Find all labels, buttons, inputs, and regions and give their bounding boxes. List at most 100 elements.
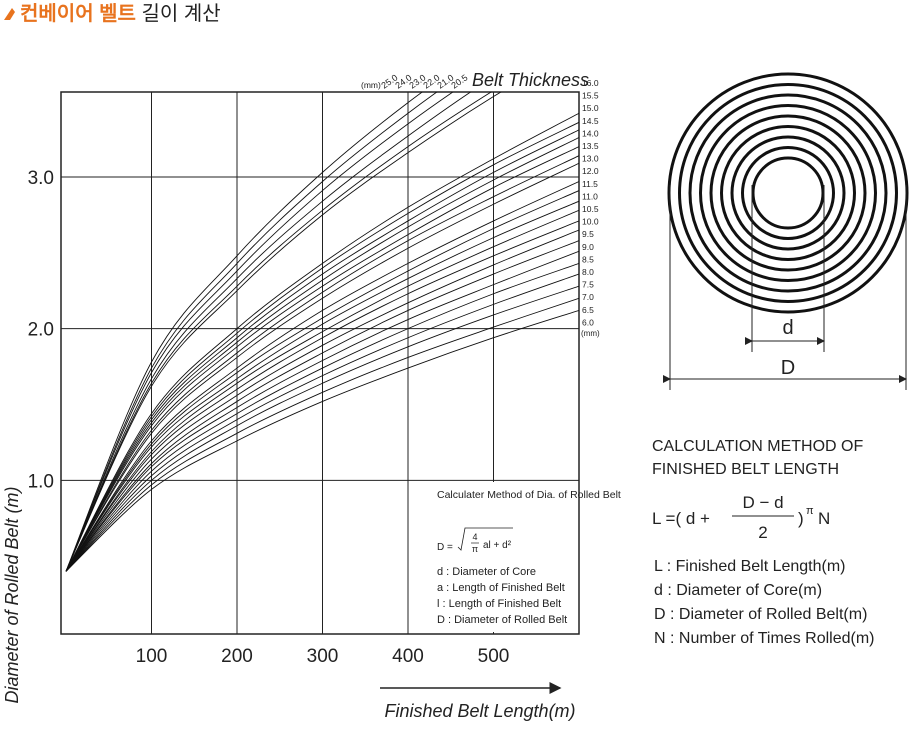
curve [65,92,492,572]
series-label: 12.0 [582,166,599,176]
curve [65,220,579,572]
belt-ring [678,83,898,303]
belt-ring [667,72,909,314]
curve [65,309,579,572]
series-label: 14.0 [582,128,599,138]
belt-ring [751,156,825,230]
inset-item: a : Length of Finished Belt [437,582,565,594]
series-label: 11.0 [582,191,598,201]
curve [65,240,579,572]
legend-title: Belt Thickness [472,70,589,90]
series-label: 16.0 [582,78,599,88]
series-label: 9.0 [582,242,594,252]
curve [65,92,423,572]
curve [65,137,579,572]
curve [65,92,454,572]
series-label: 13.5 [582,141,599,151]
belt-ring [709,114,867,272]
x-axis-label: Finished Belt Length(m) [384,701,575,721]
title-icon [4,8,15,20]
series-label: 13.0 [582,154,599,164]
inset-formula: al + d² [483,540,512,551]
x-tick-label: 300 [307,646,339,667]
method-item: d : Diameter of Core(m) [654,582,822,599]
inset-item: d : Diameter of Core [437,566,536,578]
series-label: 7.5 [582,280,594,290]
curve [65,92,502,572]
inset-item: D : Diameter of Rolled Belt [437,614,567,626]
curve [65,273,579,572]
inset-title-text: Calculater Method of Dia. of Rolled Belt [437,489,621,501]
x-tick-label: 200 [221,646,253,667]
curves [65,92,579,572]
belt-ring [699,104,877,282]
method-item: N : Number of Times Rolled(m) [654,630,875,647]
method-item: L : Finished Belt Length(m) [654,558,846,575]
formula: D − d [742,493,783,512]
belt-ring [688,93,888,293]
series-label: 15.0 [582,103,599,113]
x-tick-label: 500 [478,646,510,667]
curve [65,92,472,572]
unit-label: (mm) [581,329,600,338]
series-label: 15.5 [582,91,599,101]
y-tick-label: 3.0 [28,168,54,189]
x-tick-label: 400 [392,646,424,667]
series-label: 20.5 [449,72,469,90]
dim-label: D [781,357,795,379]
formula: L =( d + [652,509,710,528]
formula: N [818,509,830,528]
series-label: 10.0 [582,217,599,227]
curve [65,181,579,572]
inset-formula: π [472,544,478,554]
belt-ring [730,135,846,251]
dim-label: d [782,317,793,339]
sqrt-sign [457,527,513,551]
series-label: 8.5 [582,254,594,264]
curve [65,155,579,572]
curve [65,162,579,572]
plot-frame [60,91,580,635]
curve [65,92,438,572]
formula: 2 [758,523,767,542]
series-label: 6.0 [582,317,594,327]
belt-diagram: dD [663,72,909,390]
series-label: 6.5 [582,305,594,315]
formula: π [806,505,814,517]
series-label: 7.0 [582,292,594,302]
y-tick-label: 2.0 [28,320,54,341]
curve [65,209,579,572]
belt-ring [720,125,856,261]
inset-item: l : Length of Finished Belt [437,598,561,610]
curve [65,229,579,572]
method-title: FINISHED BELT LENGTH [652,461,839,478]
inset-formula: D = [437,542,453,553]
curve [65,200,579,572]
inset-bg [430,482,576,632]
page-title: 컨베이어 벨트 길이 계산 [20,2,221,25]
y-tick-label: 1.0 [28,471,54,492]
method-item: D : Diameter of Rolled Belt(m) [654,606,867,623]
inset: Calculater Method of Dia. of Rolled Belt… [430,482,621,632]
series-label: 10.5 [582,204,599,214]
curve [65,146,579,572]
series-label: 8.0 [582,267,594,277]
curve [65,297,579,572]
belt-ring [741,146,835,240]
unit-label: (mm) [361,80,381,90]
inset-title: Calculater Method of Dia. of Rolled Belt [437,489,621,501]
curve [65,190,579,572]
series-label: 11.5 [582,179,598,189]
curve [65,250,579,572]
curve [65,285,579,572]
curve [65,262,579,572]
curve [65,129,579,572]
method-title: CALCULATION METHOD OF [652,438,864,455]
curve [65,121,579,572]
series-label: 14.5 [582,116,599,126]
curve [65,112,579,572]
inset-formula: 4 [472,532,477,542]
formula: ) [798,509,804,528]
series-label: 9.5 [582,229,594,239]
